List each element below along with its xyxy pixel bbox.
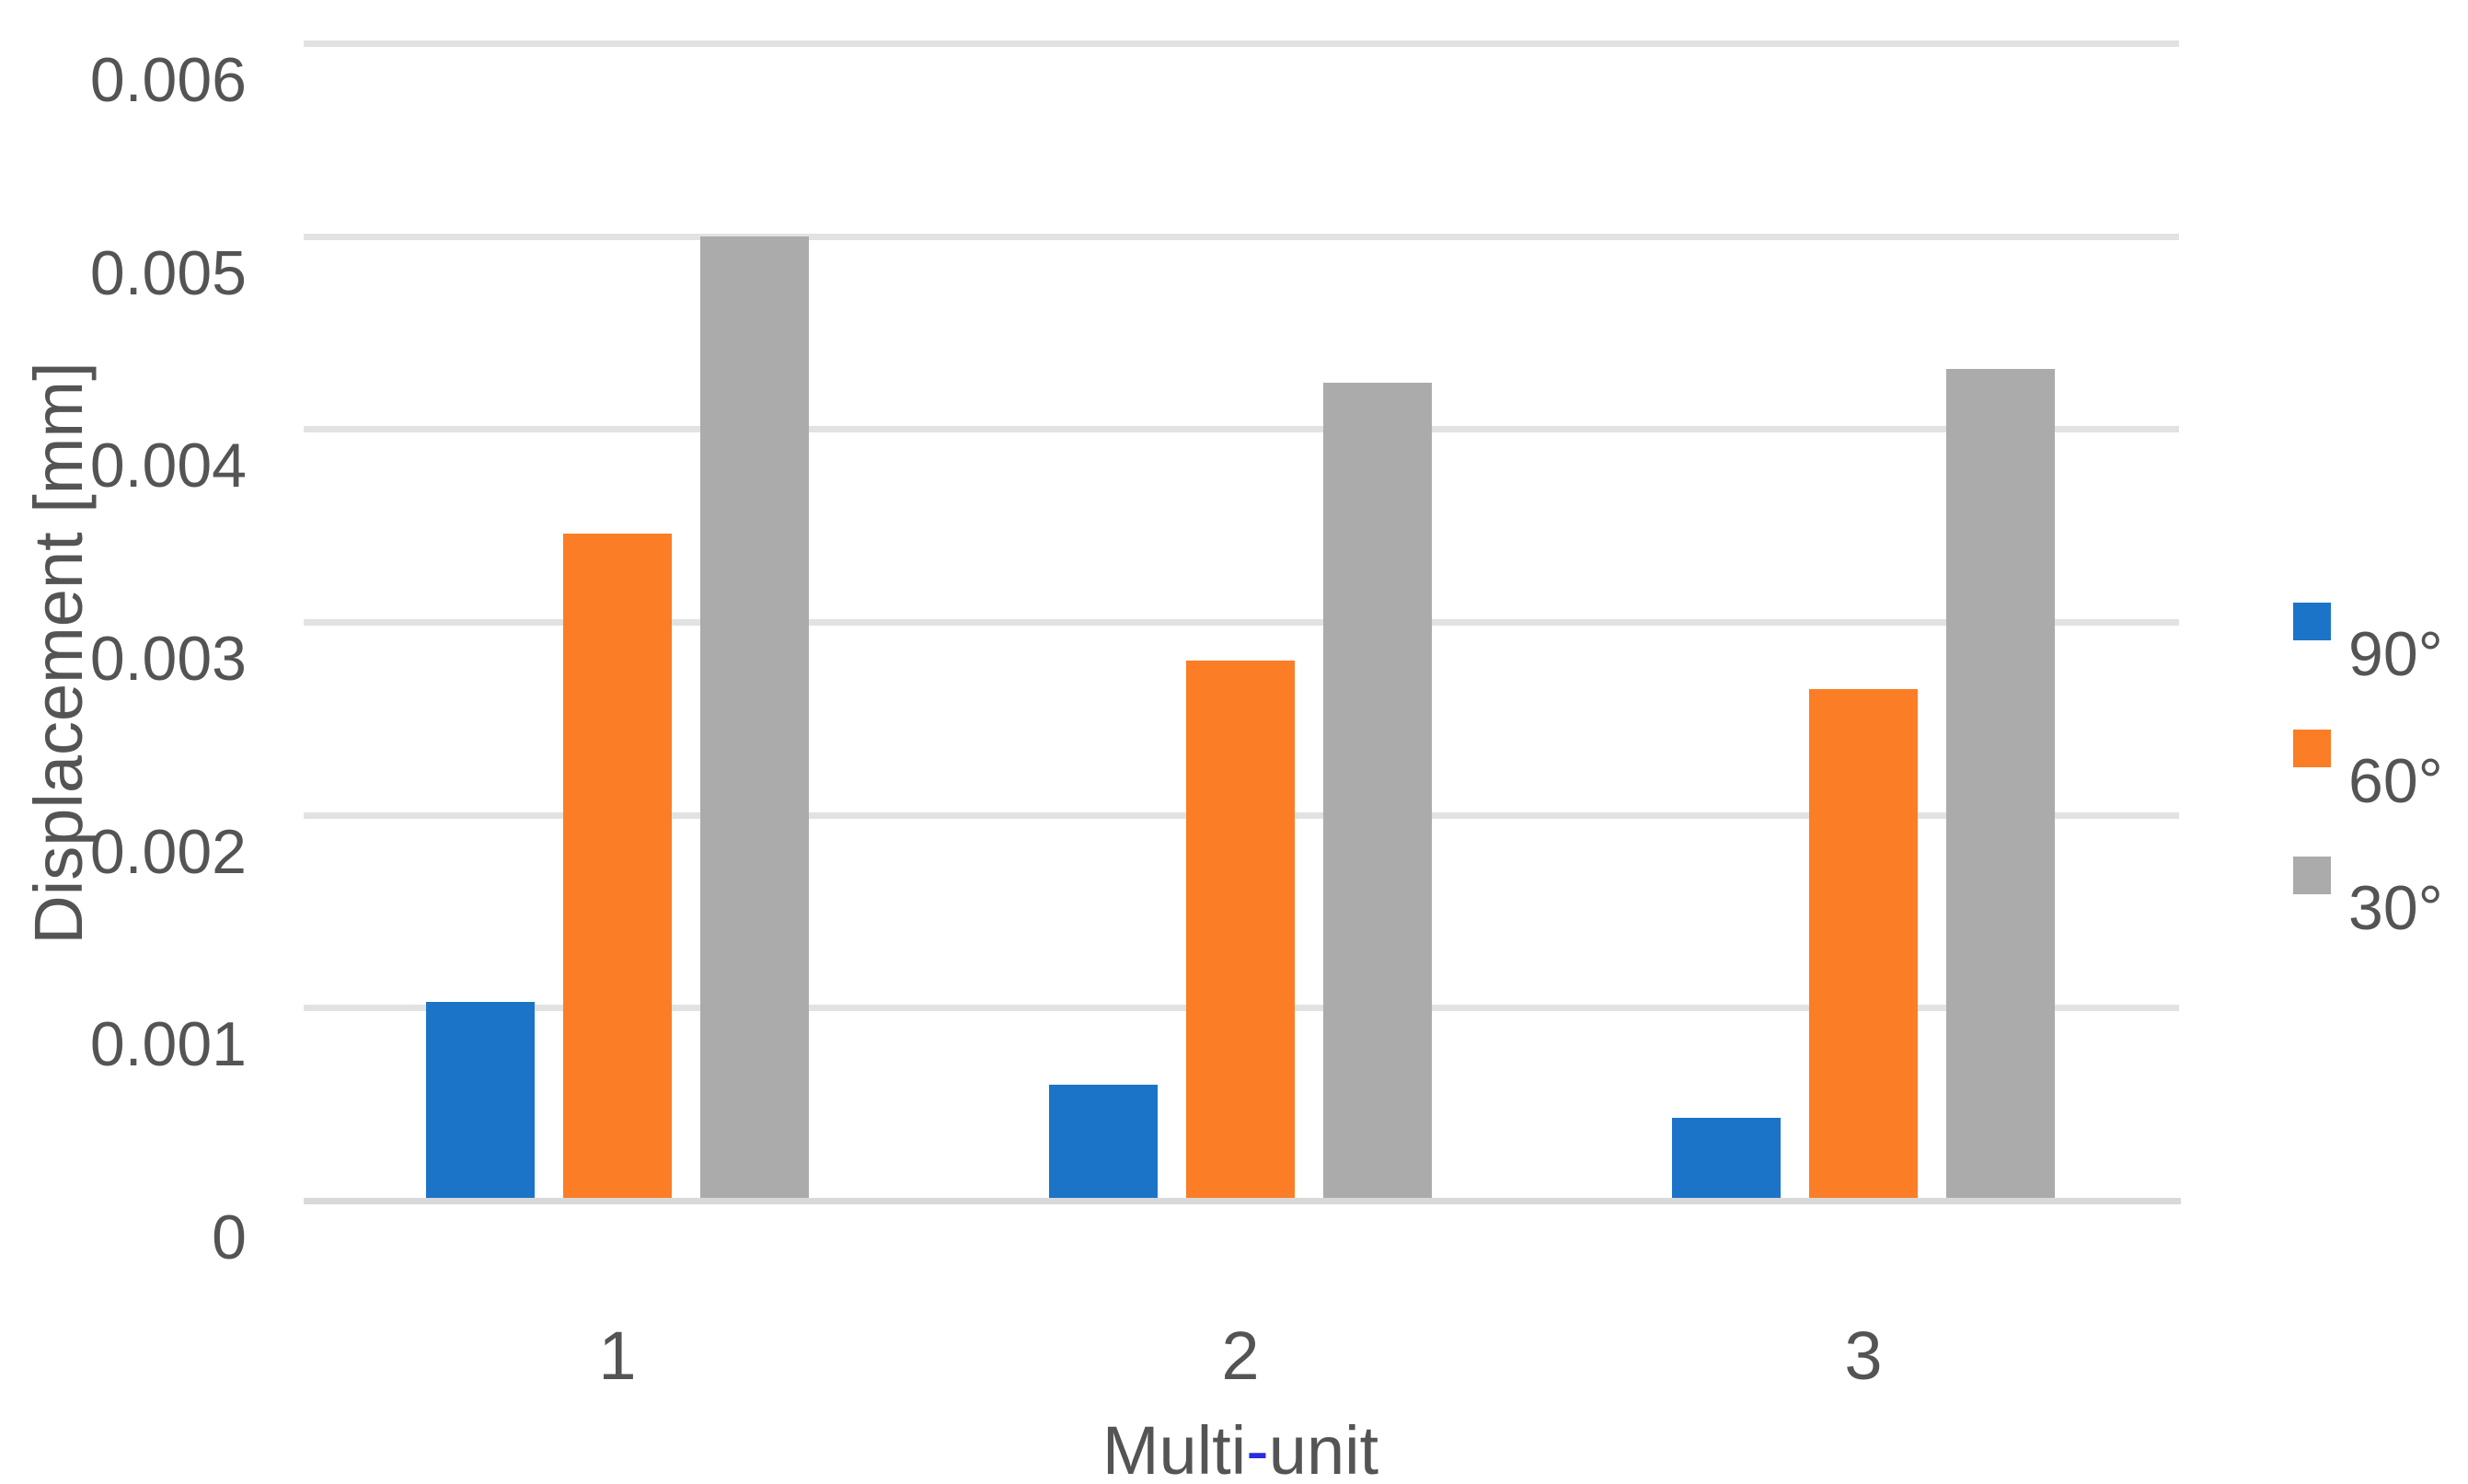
x-axis-line: [304, 1198, 2181, 1204]
x-category-label-3: 3: [1844, 1317, 1883, 1394]
x-category-label-1: 1: [598, 1317, 637, 1394]
bar-series-30°-category-3: [1946, 369, 2055, 1201]
x-axis-title-suffix: unit: [1268, 1412, 1379, 1484]
y-tick-label-0.003: 0.003: [89, 624, 247, 694]
y-tick-label-0: 0: [212, 1202, 247, 1272]
y-tick-label-0.004: 0.004: [89, 431, 247, 501]
legend-swatch-60°: [2293, 730, 2331, 767]
x-axis-title: Multi-unit: [1102, 1417, 1378, 1484]
bar-series-30°-category-1: [700, 236, 809, 1201]
legend-item-90°: 90°: [2293, 603, 2468, 704]
legend-item-60°: 60°: [2293, 730, 2468, 831]
bar-series-60°-category-3: [1809, 689, 1918, 1201]
bar-series-60°-category-1: [563, 534, 672, 1201]
legend-swatch-30°: [2293, 857, 2331, 894]
y-tick-label-0.006: 0.006: [89, 45, 247, 115]
legend-label-30°: 30°: [2348, 873, 2443, 943]
y-axis-title: Displacement [mm]: [20, 362, 97, 945]
y-tick-label-0.001: 0.001: [89, 1009, 247, 1080]
bar-series-90°-category-2: [1049, 1085, 1158, 1201]
bar-series-30°-category-2: [1323, 383, 1432, 1201]
legend-label-60°: 60°: [2348, 746, 2443, 816]
x-category-label-2: 2: [1221, 1317, 1260, 1394]
gridline-0.006: [304, 40, 2179, 47]
legend-label-90°: 90°: [2348, 619, 2443, 689]
bar-series-90°-category-3: [1672, 1118, 1781, 1201]
x-axis-title-prefix: Multi: [1101, 1412, 1247, 1484]
legend-item-30°: 30°: [2293, 857, 2468, 958]
gridline-0.005: [304, 233, 2179, 240]
x-axis-title-hyphen: -: [1246, 1412, 1269, 1484]
y-tick-label-0.005: 0.005: [89, 237, 247, 308]
gridline-0.003: [304, 619, 2179, 626]
bar-series-90°-category-1: [426, 1002, 535, 1201]
bar-series-60°-category-2: [1186, 661, 1295, 1201]
legend-swatch-90°: [2293, 603, 2331, 640]
gridline-0.004: [304, 426, 2179, 433]
y-tick-label-0.002: 0.002: [89, 816, 247, 887]
